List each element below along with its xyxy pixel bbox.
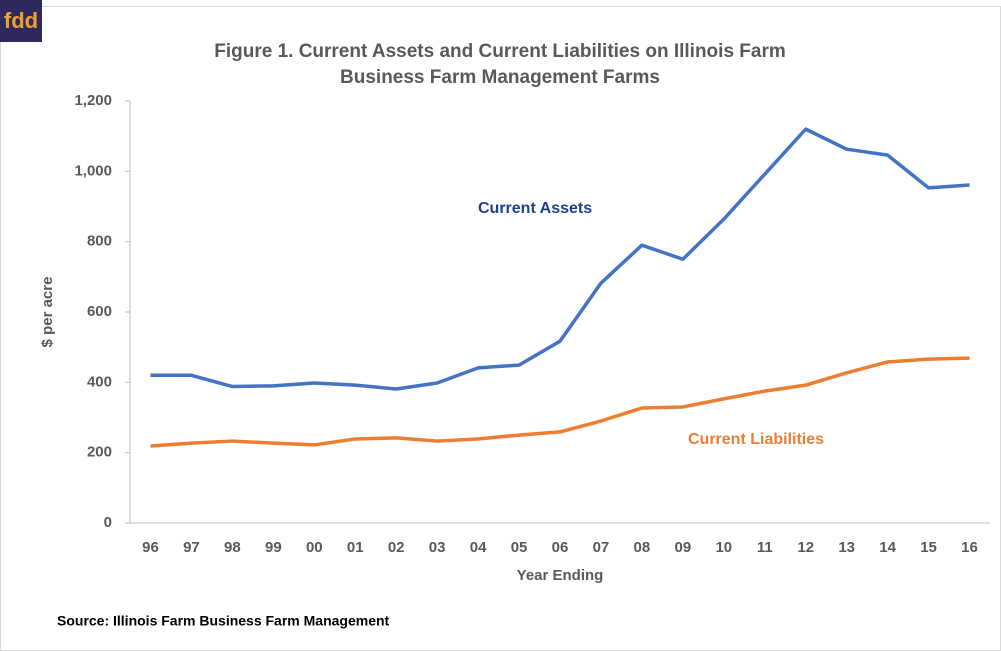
x-tick-label: 07 <box>593 539 610 556</box>
x-tick-label: 02 <box>388 539 405 556</box>
y-axis-label: $ per acre <box>39 277 56 348</box>
x-tick-label: 09 <box>675 539 692 556</box>
x-tick-label: 13 <box>838 539 855 556</box>
y-tick-label: 400 <box>87 373 112 390</box>
chart-border <box>0 6 1001 651</box>
x-tick-label: 10 <box>715 539 732 556</box>
x-tick-label: 00 <box>306 539 323 556</box>
x-tick-label: 12 <box>797 539 814 556</box>
logo: fdd <box>4 8 38 33</box>
series-label: Current Assets <box>478 200 592 217</box>
line-series <box>150 356 970 448</box>
x-tick-label: 08 <box>634 539 651 556</box>
x-tick-label: 05 <box>511 539 528 556</box>
y-tick-label: 0 <box>104 514 112 531</box>
x-tick-label: 97 <box>183 539 200 556</box>
chart-title: Business Farm Management Farms <box>340 67 660 88</box>
x-tick-label: 06 <box>552 539 569 556</box>
y-tick-label: 1,000 <box>74 162 112 179</box>
y-tick-label: 200 <box>87 444 112 461</box>
x-axis-label: Year Ending <box>517 567 604 584</box>
series-label: Current Liabilities <box>688 431 824 448</box>
x-tick-label: 15 <box>920 539 937 556</box>
y-tick-label: 600 <box>87 303 112 320</box>
x-tick-label: 03 <box>429 539 446 556</box>
x-tick-label: 04 <box>470 539 487 556</box>
x-tick-label: 16 <box>961 539 978 556</box>
logo-box <box>0 0 42 42</box>
chart-title: Figure 1. Current Assets and Current Lia… <box>214 41 786 62</box>
x-tick-label: 99 <box>265 539 282 556</box>
x-tick-label: 11 <box>757 539 773 556</box>
y-tick-label: 1,200 <box>74 92 112 109</box>
x-tick-label: 96 <box>142 539 159 556</box>
x-tick-label: 98 <box>224 539 241 556</box>
source: Source: Illinois Farm Business Farm Mana… <box>57 613 390 629</box>
x-tick-label: 14 <box>879 539 896 556</box>
y-tick-label: 800 <box>87 233 112 250</box>
line-series <box>150 127 970 391</box>
x-tick-label: 01 <box>347 539 364 556</box>
